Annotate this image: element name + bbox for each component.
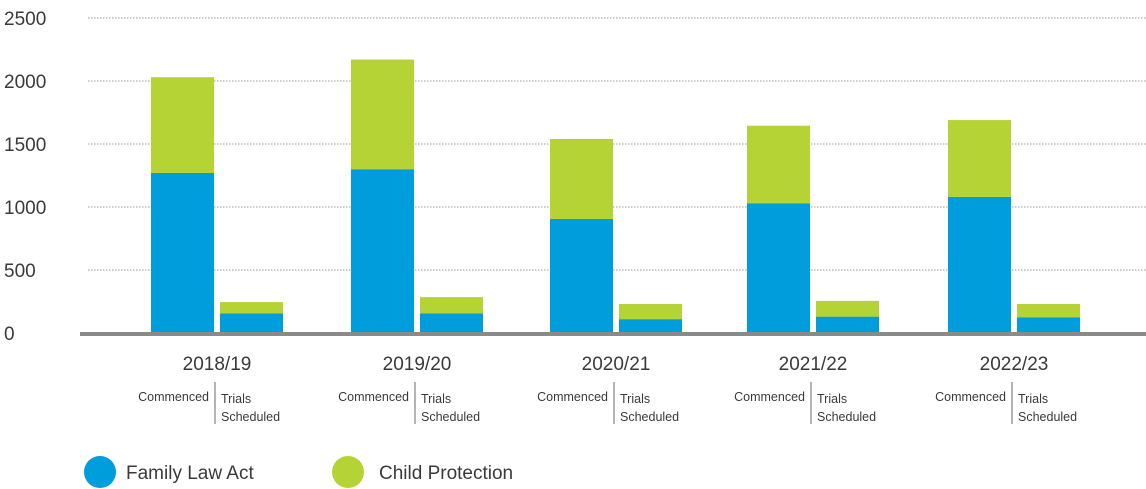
sub-label-trials-scheduled-2022-23-line-1: Trials (1018, 392, 1048, 406)
legend-label-family-law-act: Family Law Act (126, 463, 254, 484)
sub-label-commenced-2018-19: Commenced (138, 390, 209, 404)
bar-2020-21-commenced-family-law-act (550, 218, 613, 333)
sub-label-commenced-2022-23: Commenced (935, 390, 1006, 404)
y-tick-label-1500: 1500 (4, 135, 46, 156)
x-axis (80, 332, 1146, 336)
sub-label-trials-scheduled-2019-20-line-2: Scheduled (421, 410, 480, 424)
y-axis-ticks: 0 500 1000 1500 2000 2500 (4, 9, 46, 345)
bar-2020-21-trials-scheduled-child-protection (619, 304, 682, 320)
category-label-2019-20: 2019/20 (383, 354, 452, 375)
y-tick-label-0: 0 (4, 324, 15, 345)
bar-2018-19-commenced-child-protection (151, 77, 214, 173)
legend-swatch-child-protection (332, 456, 364, 488)
sub-label-trials-scheduled-2018-19-line-1: Trials (221, 392, 251, 406)
sub-label-commenced-2020-21: Commenced (537, 390, 608, 404)
sub-label-trials-scheduled-2018-19-line-2: Scheduled (221, 410, 280, 424)
bar-2018-19-trials-scheduled-child-protection (220, 302, 283, 314)
x-axis-labels: 2018/19 Commenced Trials Scheduled 2019/20 Co… (138, 354, 1077, 424)
legend-label-child-protection: Child Protection (379, 463, 513, 484)
y-tick-label-1000: 1000 (4, 198, 46, 219)
x-axis-line (80, 332, 1146, 336)
bar-2021-22-trials-scheduled-child-protection (816, 300, 879, 317)
bar-2020-21-trials-scheduled-family-law-act (619, 319, 682, 333)
y-tick-label-2500: 2500 (4, 9, 46, 30)
y-tick-label-500: 500 (4, 261, 36, 282)
sub-label-trials-scheduled-2020-21-line-1: Trials (620, 392, 650, 406)
legend: Family Law Act Child Protection (84, 456, 513, 488)
bar-2022-23-commenced-family-law-act (948, 196, 1011, 333)
bar-2019-20-commenced-family-law-act (351, 169, 414, 333)
sub-label-trials-scheduled-2021-22-line-2: Scheduled (817, 410, 876, 424)
sub-label-trials-scheduled-2020-21-line-2: Scheduled (620, 410, 679, 424)
gridlines (88, 17, 1146, 271)
bar-2021-22-commenced-child-protection (747, 125, 810, 204)
category-label-2018-19: 2018/19 (183, 354, 252, 375)
sub-label-commenced-2021-22: Commenced (734, 390, 805, 404)
sub-label-trials-scheduled-2019-20-line-1: Trials (421, 392, 451, 406)
sub-label-commenced-2019-20: Commenced (338, 390, 409, 404)
category-label-2020-21: 2020/21 (582, 354, 651, 375)
bar-2019-20-trials-scheduled-family-law-act (420, 313, 483, 333)
bar-2019-20-commenced-child-protection (351, 59, 414, 170)
sub-label-trials-scheduled-2022-23-line-2: Scheduled (1018, 410, 1077, 424)
bar-2021-22-trials-scheduled-family-law-act (816, 316, 879, 333)
bar-2019-20-trials-scheduled-child-protection (420, 297, 483, 314)
bar-2021-22-commenced-family-law-act (747, 203, 810, 333)
legend-swatch-family-law-act (84, 456, 116, 488)
category-label-2021-22: 2021/22 (779, 354, 848, 375)
bars (151, 59, 1080, 333)
bar-2022-23-trials-scheduled-child-protection (1017, 304, 1080, 318)
category-label-2022-23: 2022/23 (980, 354, 1049, 375)
bar-2022-23-trials-scheduled-family-law-act (1017, 317, 1080, 333)
y-tick-label-2000: 2000 (4, 72, 46, 93)
bar-2022-23-commenced-child-protection (948, 120, 1011, 197)
sub-label-trials-scheduled-2021-22-line-1: Trials (817, 392, 847, 406)
bar-2018-19-commenced-family-law-act (151, 172, 214, 333)
bar-2018-19-trials-scheduled-family-law-act (220, 313, 283, 333)
bar-2020-21-commenced-child-protection (550, 138, 613, 219)
